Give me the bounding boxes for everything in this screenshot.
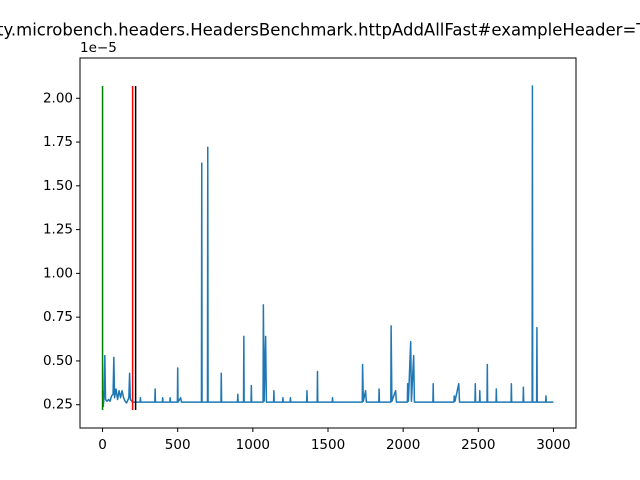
x-tick-label: 500	[165, 437, 191, 453]
x-tick-label: 1500	[311, 437, 345, 453]
x-tick-label: 2000	[386, 437, 420, 453]
y-tick-label: 0.25	[43, 397, 73, 413]
y-tick-label: 0.50	[43, 353, 73, 369]
x-tick-label: 1000	[236, 437, 270, 453]
y-tick-label: 1.75	[43, 134, 73, 150]
y-tick-label: 0.75	[43, 309, 73, 325]
chart-title: ty.microbench.headers.HeadersBenchmark.h…	[0, 21, 640, 40]
y-tick-label: 2.00	[43, 90, 73, 106]
y-tick-label: 1.25	[43, 222, 73, 238]
y-tick-label: 1.50	[43, 178, 73, 194]
x-tick-label: 3000	[536, 437, 570, 453]
y-offset-label: 1e−5	[80, 40, 117, 56]
x-tick-label: 0	[98, 437, 107, 453]
y-tick-label: 1.00	[43, 265, 73, 281]
axes-frame	[79, 57, 577, 429]
x-tick-label: 2500	[461, 437, 495, 453]
